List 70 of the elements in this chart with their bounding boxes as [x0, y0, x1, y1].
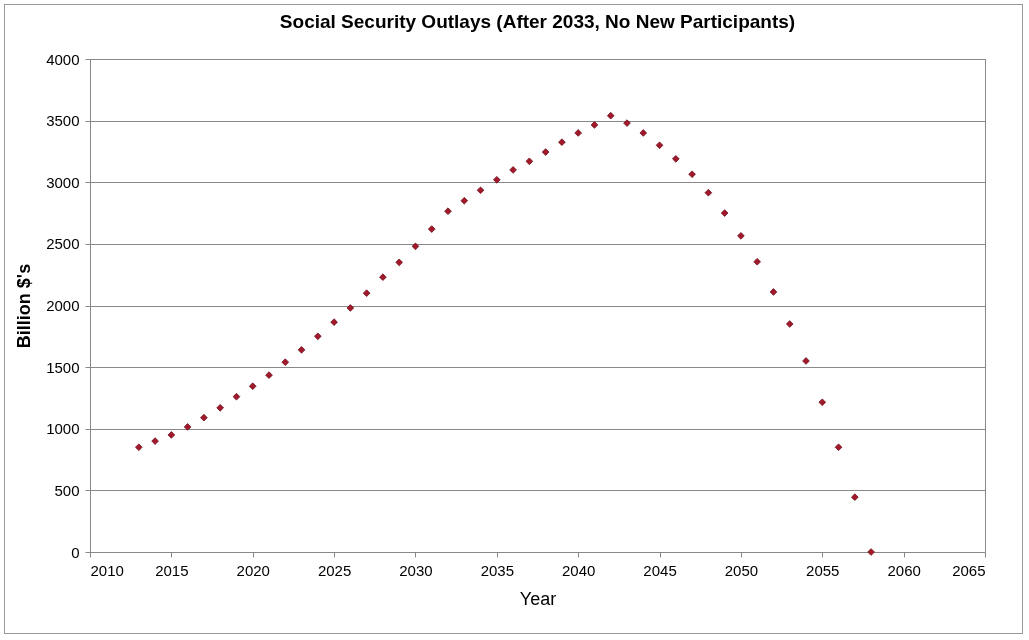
point [379, 273, 387, 281]
x-tick-label: 2035 [480, 561, 515, 579]
point [509, 166, 517, 174]
point [672, 155, 680, 163]
point [395, 258, 403, 267]
point [460, 196, 469, 205]
point [151, 437, 159, 445]
point [232, 392, 241, 401]
point [769, 288, 778, 296]
y-tick-label: 2500 [46, 235, 80, 253]
point [753, 257, 761, 266]
point [590, 121, 599, 129]
point [444, 207, 452, 215]
y-tick-label: 2000 [46, 297, 80, 314]
point [167, 431, 176, 439]
y-axis-title: Billion $'s [14, 263, 35, 349]
point [818, 398, 827, 407]
y-tick-label: 500 [54, 481, 80, 499]
point [574, 129, 582, 137]
point [411, 242, 420, 251]
point [200, 413, 208, 422]
point [314, 332, 322, 341]
point [704, 188, 713, 197]
point [281, 358, 290, 366]
x-tick-label: 2010 [90, 561, 124, 579]
point [248, 382, 257, 390]
y-tick-label: 4000 [46, 50, 80, 68]
point [330, 318, 338, 326]
x-tick-label: 2055 [806, 561, 840, 579]
x-tick-label: 2060 [887, 561, 921, 579]
x-tick-label: 2020 [236, 561, 270, 579]
point [639, 129, 648, 137]
point [851, 493, 859, 501]
x-tick-label: 2045 [643, 561, 677, 579]
x-tick-label: 2040 [561, 561, 596, 579]
point [525, 157, 534, 166]
point [265, 371, 273, 379]
point [785, 320, 794, 328]
point [216, 404, 224, 412]
point [558, 138, 566, 146]
y-tick-label: 3500 [46, 112, 80, 130]
y-tick-label: 1000 [46, 420, 80, 438]
point [737, 232, 745, 240]
point [493, 176, 501, 184]
point [623, 119, 631, 127]
point [720, 209, 729, 217]
point [476, 186, 485, 195]
point [867, 548, 875, 556]
point [655, 141, 664, 150]
point [346, 304, 355, 312]
y-tick-label: 3000 [46, 173, 80, 191]
point [427, 225, 436, 233]
x-tick-label: 2025 [317, 561, 352, 579]
point [688, 170, 696, 178]
point [135, 443, 143, 451]
point [541, 148, 550, 156]
x-axis-title: Year [519, 588, 557, 609]
point [834, 443, 843, 451]
point [802, 357, 810, 365]
point [183, 423, 192, 431]
chart-title: Social Security Outlays (After 2033, No New Participants) [279, 11, 796, 32]
x-tick-label: 2065 [952, 561, 986, 579]
point [297, 346, 306, 354]
point [362, 289, 371, 297]
y-tick-label: 1500 [46, 358, 80, 376]
x-tick-label: 2030 [399, 561, 433, 579]
x-tick-label: 2015 [155, 561, 189, 579]
point [606, 111, 615, 120]
x-tick-label: 2050 [724, 561, 759, 579]
y-tick-label: 0 [71, 543, 80, 561]
